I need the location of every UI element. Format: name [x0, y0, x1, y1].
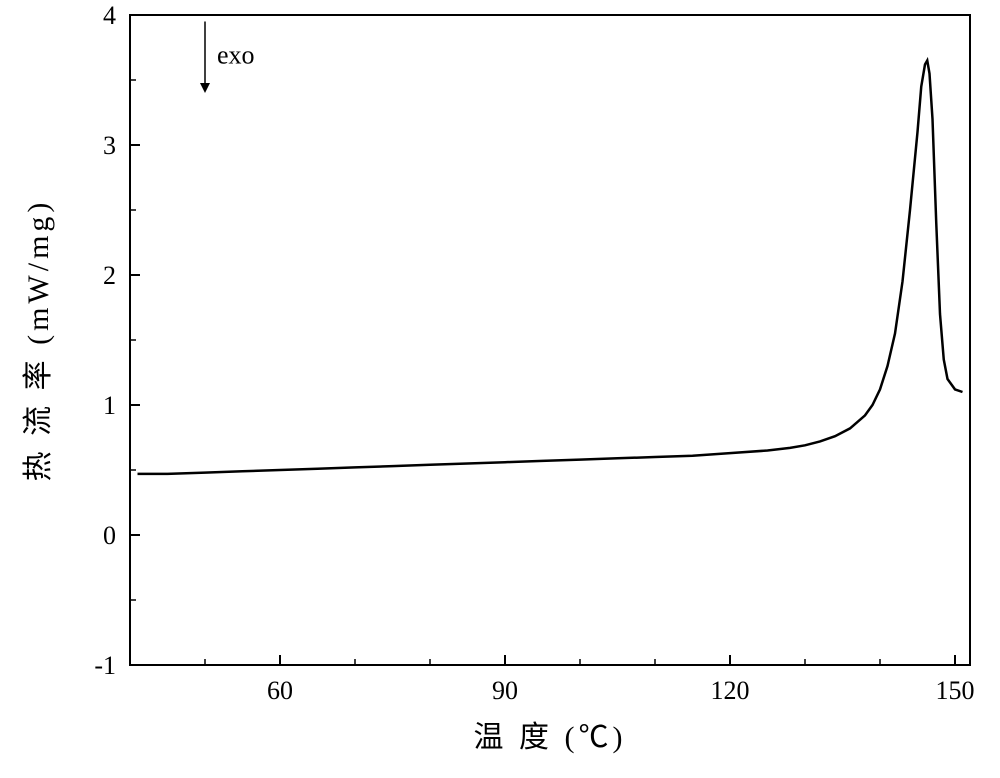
y-tick-label: 1	[103, 391, 116, 420]
y-tick-label: 2	[103, 261, 116, 290]
exo-arrow-head-icon	[200, 83, 210, 93]
y-tick-label: 3	[103, 131, 116, 160]
y-tick-label: -1	[94, 651, 116, 680]
plot-frame	[130, 15, 970, 665]
y-axis-title: 热 流 率 (mW/mg)	[22, 199, 55, 482]
exo-label: exo	[217, 40, 255, 69]
x-axis-title: 温 度 (℃)	[474, 721, 627, 754]
dsc-chart: 60 90 120 150 -1 0 1 2 3 4 温 度 (℃) 热 流 率 (mW/mg) exo	[0, 0, 1000, 778]
dsc-curve	[138, 61, 963, 474]
x-tick-label: 90	[492, 676, 518, 705]
x-tick-label: 120	[711, 676, 750, 705]
chart-svg: 60 90 120 150 -1 0 1 2 3 4 温 度 (℃) 热 流 率 (mW/mg) exo	[0, 0, 1000, 778]
x-tick-label: 150	[936, 676, 975, 705]
x-tick-label: 60	[267, 676, 293, 705]
y-tick-label: 0	[103, 521, 116, 550]
y-tick-label: 4	[103, 1, 116, 30]
